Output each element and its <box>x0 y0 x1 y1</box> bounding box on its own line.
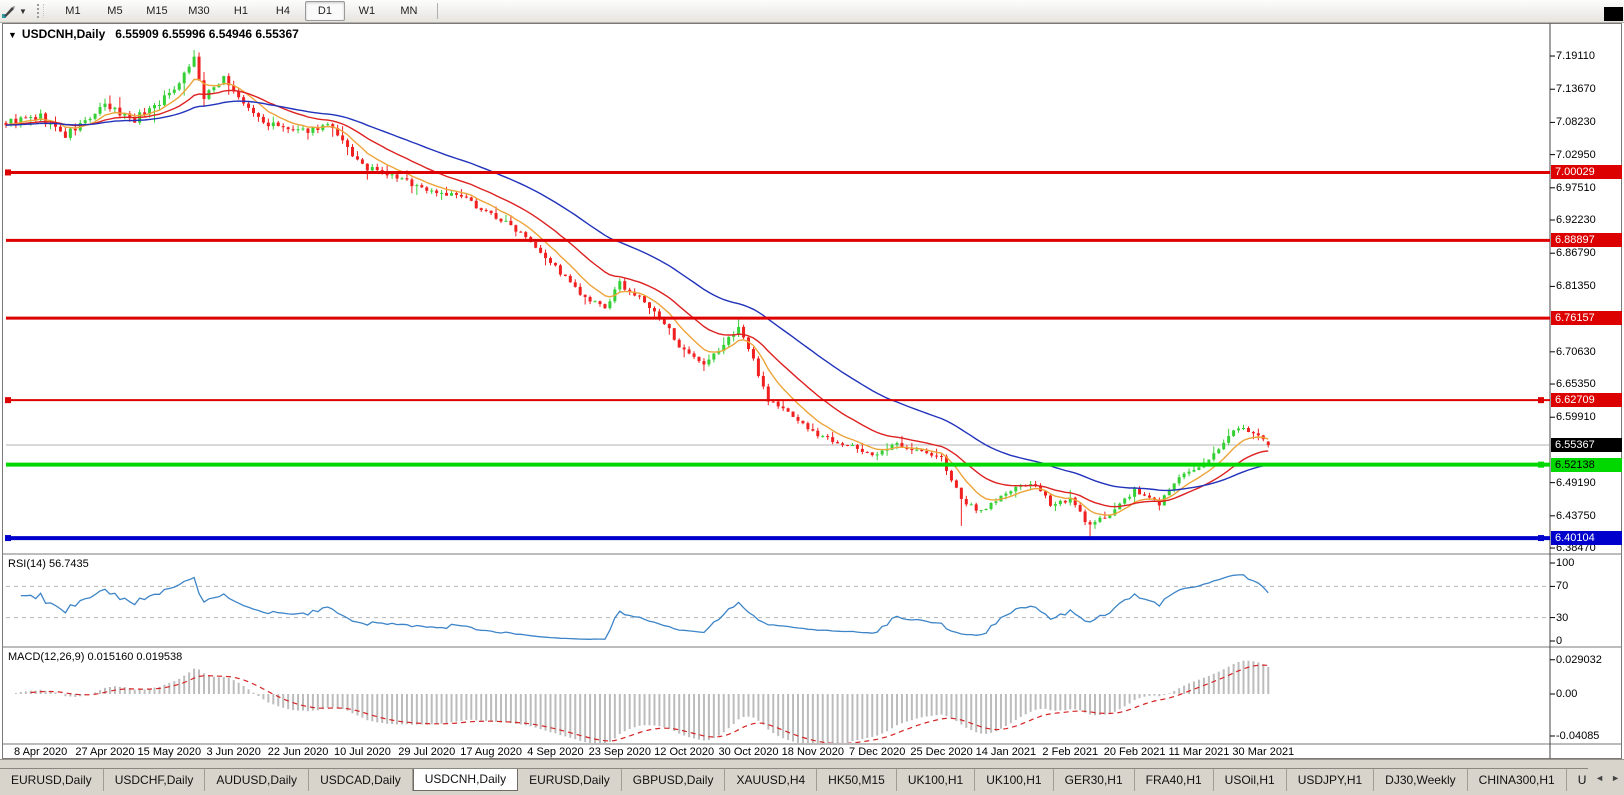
chart-window-frame <box>2 23 1622 759</box>
chart-tab-0-eurusd-daily[interactable]: EURUSD,Daily <box>0 769 104 791</box>
timeframe-toolbar: ▼ M1 M5 M15 M30 H1 H4 D1 W1 MN <box>0 0 1624 23</box>
draw-tool-icon[interactable] <box>1 4 16 19</box>
timeframe-button-w1[interactable]: W1 <box>358 5 376 17</box>
timeframe-button-m30[interactable]: M30 <box>188 5 210 17</box>
timeframe-button-m5[interactable]: M5 <box>107 5 123 17</box>
chart-tab-16-china300-h1[interactable]: CHINA300,H1 <box>1468 769 1567 791</box>
corner-black-box <box>1604 7 1623 21</box>
chart-tab-4-usdcnh-daily[interactable]: USDCNH,Daily <box>412 769 519 791</box>
hline-handle-right-6.62709[interactable] <box>1538 397 1544 404</box>
chart-tab-11-ger30-h1[interactable]: GER30,H1 <box>1054 769 1135 791</box>
chart-tab-5-eurusd-daily[interactable]: EURUSD,Daily <box>518 769 622 791</box>
chart-tab-3-usdcad-daily[interactable]: USDCAD,Daily <box>309 769 413 791</box>
chart-tab-2-audusd-daily[interactable]: AUDUSD,Daily <box>205 769 310 791</box>
chart-tab-8-hk50-m15[interactable]: HK50,M15 <box>817 769 897 791</box>
chart-tab-6-gbpusd-daily[interactable]: GBPUSD,Daily <box>622 769 726 791</box>
chart-tab-bar: EURUSD,Daily USDCHF,Daily AUDUSD,Daily USDC… <box>0 759 1624 795</box>
ma-line-mid <box>5 89 1269 508</box>
timeframe-button-d1[interactable]: D1 <box>304 1 345 21</box>
tab-scroll-left-icon[interactable]: ◄ <box>1595 773 1605 783</box>
macd-panel[interactable] <box>14 660 1270 746</box>
hline-handle-right-6.52138[interactable] <box>1538 461 1544 468</box>
hline-handle-left-6.62709[interactable] <box>5 397 11 404</box>
tab-scroll-right-icon[interactable]: ► <box>1611 773 1620 783</box>
chart-tab-10-uk100-h1[interactable]: UK100,H1 <box>975 769 1054 791</box>
chart-tab-17-u[interactable]: U <box>1567 769 1588 791</box>
chart-tab-14-usdjpy-h1[interactable]: USDJPY,H1 <box>1287 769 1375 791</box>
timeframe-button-m15[interactable]: M15 <box>146 5 168 17</box>
timeframe-button-m1[interactable]: M1 <box>65 5 81 17</box>
chart-tab-9-uk100-h1[interactable]: UK100,H1 <box>897 769 976 791</box>
chart-tab-7-xauusd-h4[interactable]: XAUUSD,H4 <box>725 769 818 791</box>
chart-tab-1-usdchf-daily[interactable]: USDCHF,Daily <box>104 769 206 791</box>
ma-line-fast <box>5 78 1269 516</box>
hline-handle-right-6.40104[interactable] <box>1538 535 1544 542</box>
timeframe-button-h1[interactable]: H1 <box>233 5 248 17</box>
toolbar-grip[interactable] <box>36 4 44 18</box>
rsi-panel[interactable] <box>6 574 1550 640</box>
hline-handle-left-6.40104[interactable] <box>5 535 11 542</box>
draw-tool-dropdown-icon[interactable]: ▼ <box>19 6 27 16</box>
toolbar-separator <box>436 3 438 19</box>
chart-tab-15-dj30-weekly[interactable]: DJ30,Weekly <box>1374 769 1468 791</box>
rsi-line <box>20 574 1269 640</box>
hline-handle-left-7.00029[interactable] <box>5 169 11 176</box>
chart-tab-13-usoil-h1[interactable]: USOil,H1 <box>1214 769 1287 791</box>
chart-tab-12-fra40-h1[interactable]: FRA40,H1 <box>1135 769 1214 791</box>
ma-line-slow <box>5 100 1269 492</box>
timeframe-button-mn[interactable]: MN <box>400 5 418 17</box>
timeframe-button-h4[interactable]: H4 <box>275 5 290 17</box>
price-panel[interactable] <box>4 50 1551 539</box>
macd-signal-line <box>30 664 1269 743</box>
